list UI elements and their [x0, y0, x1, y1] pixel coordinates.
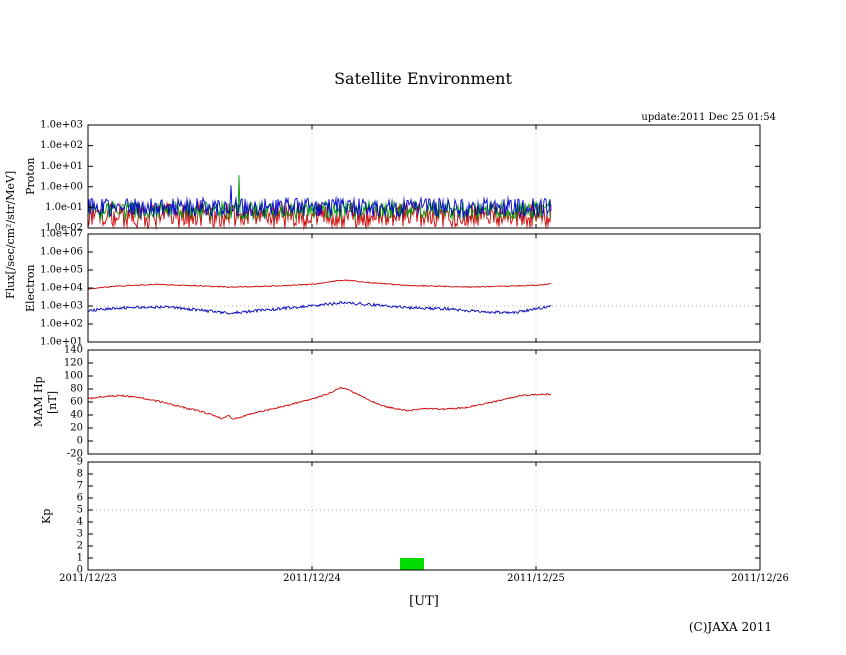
kp-axis-label: Kp	[40, 508, 53, 524]
copyright-text: (C)JAXA 2011	[688, 620, 772, 634]
proton-axis-label: Proton	[24, 157, 37, 195]
x-axis-title: [UT]	[409, 594, 439, 609]
flux-axis-label: Flux[/sec/cm²/str/MeV]	[4, 170, 17, 300]
mam-hp-axis-label: MAM Hp	[32, 376, 45, 428]
electron-axis-label: Electron	[24, 264, 37, 312]
x-tick-label-day3: 2011/12/25	[507, 573, 565, 584]
update-timestamp: update:2011 Dec 25 01:54	[641, 112, 776, 123]
page-title: Satellite Environment	[334, 69, 512, 88]
x-tick-label-day4: 2011/12/26	[731, 573, 789, 584]
x-tick-label-day2: 2011/12/24	[283, 573, 341, 584]
x-tick-label-day1: 2011/12/23	[59, 573, 117, 584]
mam-hp-unit-label: [nT]	[46, 390, 59, 414]
